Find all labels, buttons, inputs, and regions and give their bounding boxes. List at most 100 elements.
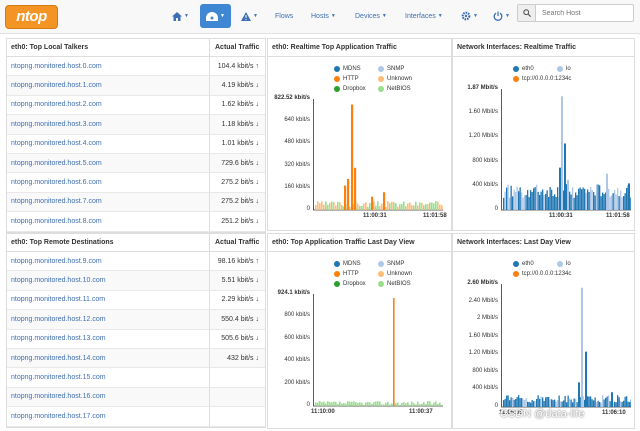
- dashboard-menu[interactable]: ▼: [200, 4, 231, 28]
- legend-item[interactable]: MDNS: [334, 261, 361, 267]
- legend-item[interactable]: NetBIOS: [378, 281, 411, 287]
- host-link[interactable]: ntopng.monitored.host.12.com: [7, 310, 210, 329]
- traffic-bar: [557, 399, 559, 407]
- traffic-bar: [417, 205, 419, 210]
- host-link[interactable]: ntopng.monitored.host.10.com: [7, 271, 210, 290]
- host-link[interactable]: ntopng.monitored.host.3.com: [7, 115, 210, 134]
- host-link[interactable]: ntopng.monitored.host.4.com: [7, 134, 210, 153]
- legend-item[interactable]: eth0: [513, 66, 534, 72]
- traffic-value: 729.6 bit/s ↓: [210, 160, 265, 167]
- traffic-bar: [518, 191, 520, 210]
- traffic-bar: [525, 398, 527, 407]
- ntop-logo[interactable]: ntop: [5, 5, 58, 29]
- legend-item[interactable]: Dropbox: [334, 281, 366, 287]
- traffic-bar: [506, 187, 508, 210]
- traffic-bar: [319, 203, 321, 210]
- column-header-traffic: Actual Traffic: [215, 239, 260, 246]
- legend-item[interactable]: eth0: [513, 261, 534, 267]
- legend-item[interactable]: Unknown: [378, 271, 412, 277]
- traffic-bar: [534, 187, 536, 210]
- devices-menu[interactable]: Devices ▼: [355, 4, 387, 28]
- table-row: ntopng.monitored.host.17.com: [7, 407, 265, 427]
- traffic-bar: [423, 205, 425, 210]
- power-menu[interactable]: ▼: [493, 4, 510, 28]
- traffic-bar: [518, 395, 520, 407]
- traffic-value: 1.01 kbit/s ↓: [210, 140, 265, 147]
- x-tick-label: 11:00:31: [549, 213, 573, 219]
- host-link[interactable]: ntopng.monitored.host.11.com: [7, 290, 210, 310]
- legend-label: eth0: [522, 66, 534, 72]
- traffic-bar: [375, 205, 377, 210]
- legend-swatch: [557, 66, 563, 72]
- flows-menu[interactable]: Flows: [275, 4, 293, 28]
- column-header-traffic: Actual Traffic: [215, 44, 260, 51]
- traffic-bar: [507, 184, 509, 210]
- traffic-bar: [363, 203, 365, 210]
- y-tick-label: 924.1 kbit/s: [277, 290, 310, 296]
- legend-label: tcp://0.0.0.0:1234c: [522, 76, 572, 82]
- search-host-input[interactable]: [536, 5, 633, 21]
- traffic-bar: [419, 202, 421, 210]
- traffic-bar: [614, 401, 616, 407]
- host-link[interactable]: ntopng.monitored.host.6.com: [7, 173, 210, 192]
- legend-item[interactable]: MDNS: [334, 66, 361, 72]
- traffic-bar: [516, 397, 518, 407]
- traffic-bar: [397, 402, 399, 406]
- host-link[interactable]: ntopng.monitored.host.1.com: [7, 76, 210, 95]
- legend-item[interactable]: lo: [557, 261, 571, 267]
- traffic-bar: [597, 184, 599, 210]
- legend-item[interactable]: tcp://0.0.0.0:1234c: [513, 271, 571, 277]
- legend-item[interactable]: SNMP: [378, 261, 404, 267]
- panel-title: Network Interfaces: Last Day View: [453, 234, 634, 252]
- traffic-bar: [576, 195, 578, 210]
- traffic-bar: [347, 401, 349, 406]
- traffic-bar: [581, 189, 583, 210]
- y-tick-label: 2 Mbit/s: [476, 315, 498, 322]
- search-icon[interactable]: [518, 5, 536, 21]
- host-link[interactable]: ntopng.monitored.host.13.com: [7, 329, 210, 348]
- host-link[interactable]: ntopng.monitored.host.2.com: [7, 95, 210, 115]
- host-link[interactable]: ntopng.monitored.host.0.com: [7, 57, 210, 76]
- traffic-bar: [599, 401, 601, 407]
- traffic-bar: [522, 197, 524, 210]
- settings-menu[interactable]: ▼: [461, 4, 478, 28]
- legend-item[interactable]: SNMP: [378, 66, 404, 72]
- traffic-bar: [531, 399, 533, 407]
- home-menu[interactable]: ▼: [172, 4, 189, 28]
- host-link[interactable]: ntopng.monitored.host.7.com: [7, 192, 210, 212]
- host-link[interactable]: ntopng.monitored.host.15.com: [7, 368, 210, 387]
- host-link[interactable]: ntopng.monitored.host.8.com: [7, 212, 210, 231]
- legend-label: Dropbox: [343, 86, 366, 92]
- alerts-menu[interactable]: ▼: [241, 4, 258, 28]
- legend-item[interactable]: Dropbox: [334, 86, 366, 92]
- traffic-bar: [545, 193, 547, 210]
- x-tick-label: 11:06:05: [499, 410, 523, 416]
- traffic-value: 432 bit/s ↓: [210, 355, 265, 362]
- legend-swatch: [334, 281, 340, 287]
- legend-item[interactable]: HTTP: [334, 76, 359, 82]
- traffic-bar: [341, 403, 343, 406]
- host-link[interactable]: ntopng.monitored.host.5.com: [7, 153, 210, 173]
- legend-item[interactable]: NetBIOS: [378, 86, 411, 92]
- traffic-bar: [373, 201, 375, 210]
- traffic-bar: [315, 402, 317, 406]
- legend-item[interactable]: Unknown: [378, 76, 412, 82]
- host-link[interactable]: ntopng.monitored.host.16.com: [7, 387, 210, 407]
- traffic-bar: [503, 400, 505, 407]
- host-link[interactable]: ntopng.monitored.host.14.com: [7, 348, 210, 368]
- legend-item[interactable]: lo: [557, 66, 571, 72]
- traffic-bar: [549, 187, 551, 210]
- arrow-down-icon: ↓: [253, 315, 259, 323]
- traffic-bar: [563, 400, 565, 407]
- host-link[interactable]: ntopng.monitored.host.17.com: [7, 407, 210, 426]
- traffic-value: 5.51 kbit/s ↓: [210, 277, 265, 284]
- traffic-bar: [573, 197, 575, 210]
- legend-label: eth0: [522, 261, 534, 267]
- legend-item[interactable]: tcp://0.0.0.0:1234c: [513, 76, 571, 82]
- legend-item[interactable]: HTTP: [334, 271, 359, 277]
- hosts-menu[interactable]: Hosts ▼: [311, 4, 336, 28]
- host-link[interactable]: ntopng.monitored.host.9.com: [7, 252, 210, 271]
- interfaces-menu[interactable]: Interfaces ▼: [405, 4, 443, 28]
- nav-label-devices: Devices: [355, 12, 380, 20]
- traffic-bar: [531, 191, 533, 210]
